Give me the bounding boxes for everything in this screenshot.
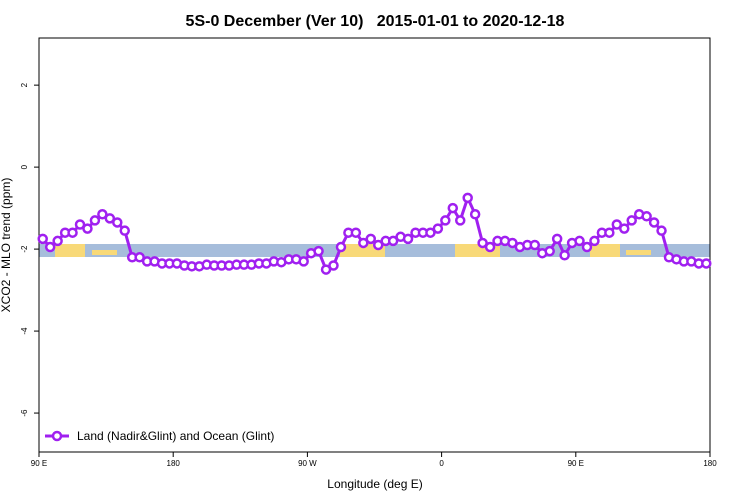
point	[350, 227, 362, 238]
point	[74, 219, 86, 230]
point	[544, 245, 555, 257]
point	[507, 237, 518, 249]
point	[134, 252, 145, 263]
point	[462, 192, 473, 204]
point	[574, 235, 585, 247]
point	[425, 227, 436, 238]
point	[328, 260, 339, 271]
point	[119, 225, 130, 236]
x-tick-label: 90 E	[31, 459, 47, 468]
point	[604, 227, 615, 238]
point	[648, 217, 660, 228]
point	[67, 227, 78, 238]
point	[529, 239, 541, 251]
y-tick-label: -2	[20, 245, 29, 253]
land-patch	[92, 250, 117, 255]
point	[619, 223, 630, 234]
point	[82, 223, 93, 234]
point	[402, 233, 414, 245]
point	[104, 213, 116, 224]
point	[440, 215, 451, 226]
y-tick-label: 2	[20, 82, 29, 87]
point	[44, 241, 56, 253]
point	[551, 233, 563, 245]
y-axis-label: XCO2 - MLO trend (ppm)	[0, 178, 13, 313]
point	[447, 202, 459, 214]
point	[559, 249, 570, 261]
point	[320, 264, 332, 275]
land-patch	[590, 244, 620, 257]
point	[335, 241, 347, 253]
y-tick-label: -4	[20, 327, 29, 335]
point	[626, 215, 637, 226]
point	[484, 241, 496, 253]
land-patch	[626, 250, 651, 255]
point	[89, 215, 101, 226]
point	[37, 233, 48, 245]
point	[372, 239, 384, 251]
point	[656, 225, 667, 236]
x-tick-label: 180	[167, 459, 181, 468]
point	[112, 217, 123, 228]
point	[298, 256, 309, 267]
point	[469, 209, 481, 220]
point	[365, 233, 377, 245]
point	[611, 219, 623, 230]
y-tick-label: 0	[20, 164, 29, 169]
point	[313, 245, 324, 257]
point	[477, 237, 488, 249]
point	[97, 209, 108, 220]
point	[641, 211, 652, 222]
x-axis-label: Longitude (deg E)	[327, 477, 422, 491]
chart-title: 5S-0 December (Ver 10) 2015-01-01 to 202…	[186, 13, 565, 30]
x-tick-label: 0	[439, 459, 444, 468]
point	[387, 235, 399, 247]
point	[589, 235, 600, 247]
x-tick-label: 180	[703, 459, 717, 468]
land-patch	[55, 244, 85, 257]
x-tick-label: 90 E	[568, 459, 584, 468]
point	[454, 215, 466, 226]
point	[701, 258, 712, 269]
legend-label: Land (Nadir&Glint) and Ocean (Glint)	[77, 429, 274, 443]
legend-marker	[51, 430, 63, 442]
point	[358, 237, 369, 249]
point	[52, 235, 63, 247]
point	[581, 241, 593, 253]
x-tick-label: 90 W	[298, 459, 317, 468]
y-tick-label: -6	[20, 409, 29, 417]
point	[432, 223, 444, 234]
plot-frame	[38, 37, 711, 453]
